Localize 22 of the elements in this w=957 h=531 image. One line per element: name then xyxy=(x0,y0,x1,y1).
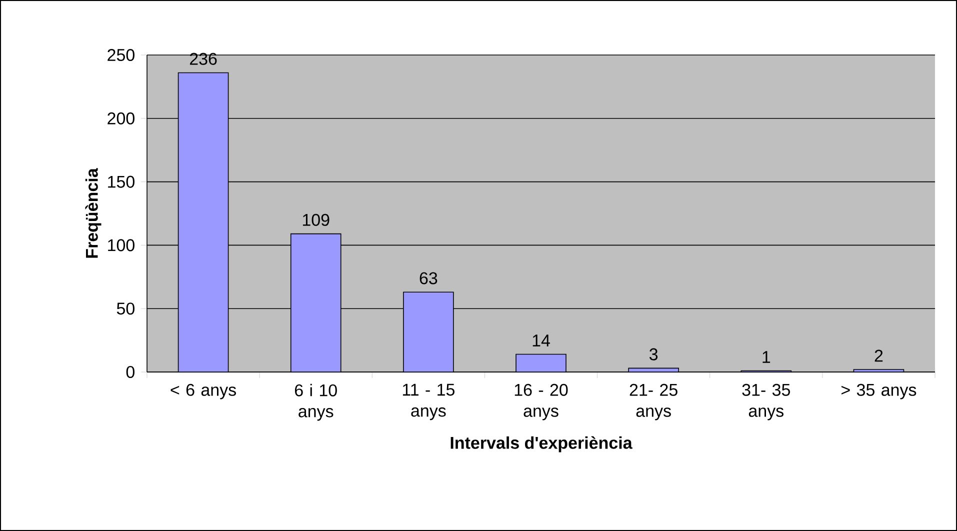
y-tick-label: 200 xyxy=(108,112,134,124)
x-tick-label: < 6 anys xyxy=(170,384,236,400)
y-tick-label: 250 xyxy=(108,48,134,62)
y-tick-label: 50 xyxy=(116,302,134,315)
data-label: 3 xyxy=(649,348,658,360)
y-tick-label: 150 xyxy=(108,176,134,188)
x-tick-label: 21- 25 anys xyxy=(630,384,678,420)
data-label: 63 xyxy=(420,272,438,284)
y-tick-label: 0 xyxy=(126,366,134,378)
data-label: 1 xyxy=(762,351,770,363)
data-label: 236 xyxy=(190,52,217,65)
x-tick-label: 16 - 20 anys xyxy=(514,384,568,420)
y-axis-title: Freqüència xyxy=(85,168,102,258)
y-tick-label: 100 xyxy=(108,239,134,252)
data-label: 109 xyxy=(302,214,330,226)
x-axis-title: Intervals d'experiència xyxy=(450,436,632,452)
data-label: 14 xyxy=(532,334,550,346)
x-tick-label: 6 i 10 anys xyxy=(294,384,337,421)
x-tick-label: 31- 35 anys xyxy=(742,384,790,420)
data-label: 2 xyxy=(874,350,883,362)
x-tick-label: > 35 anys xyxy=(842,384,916,400)
x-tick-label: 11 - 15 anys xyxy=(402,384,454,420)
